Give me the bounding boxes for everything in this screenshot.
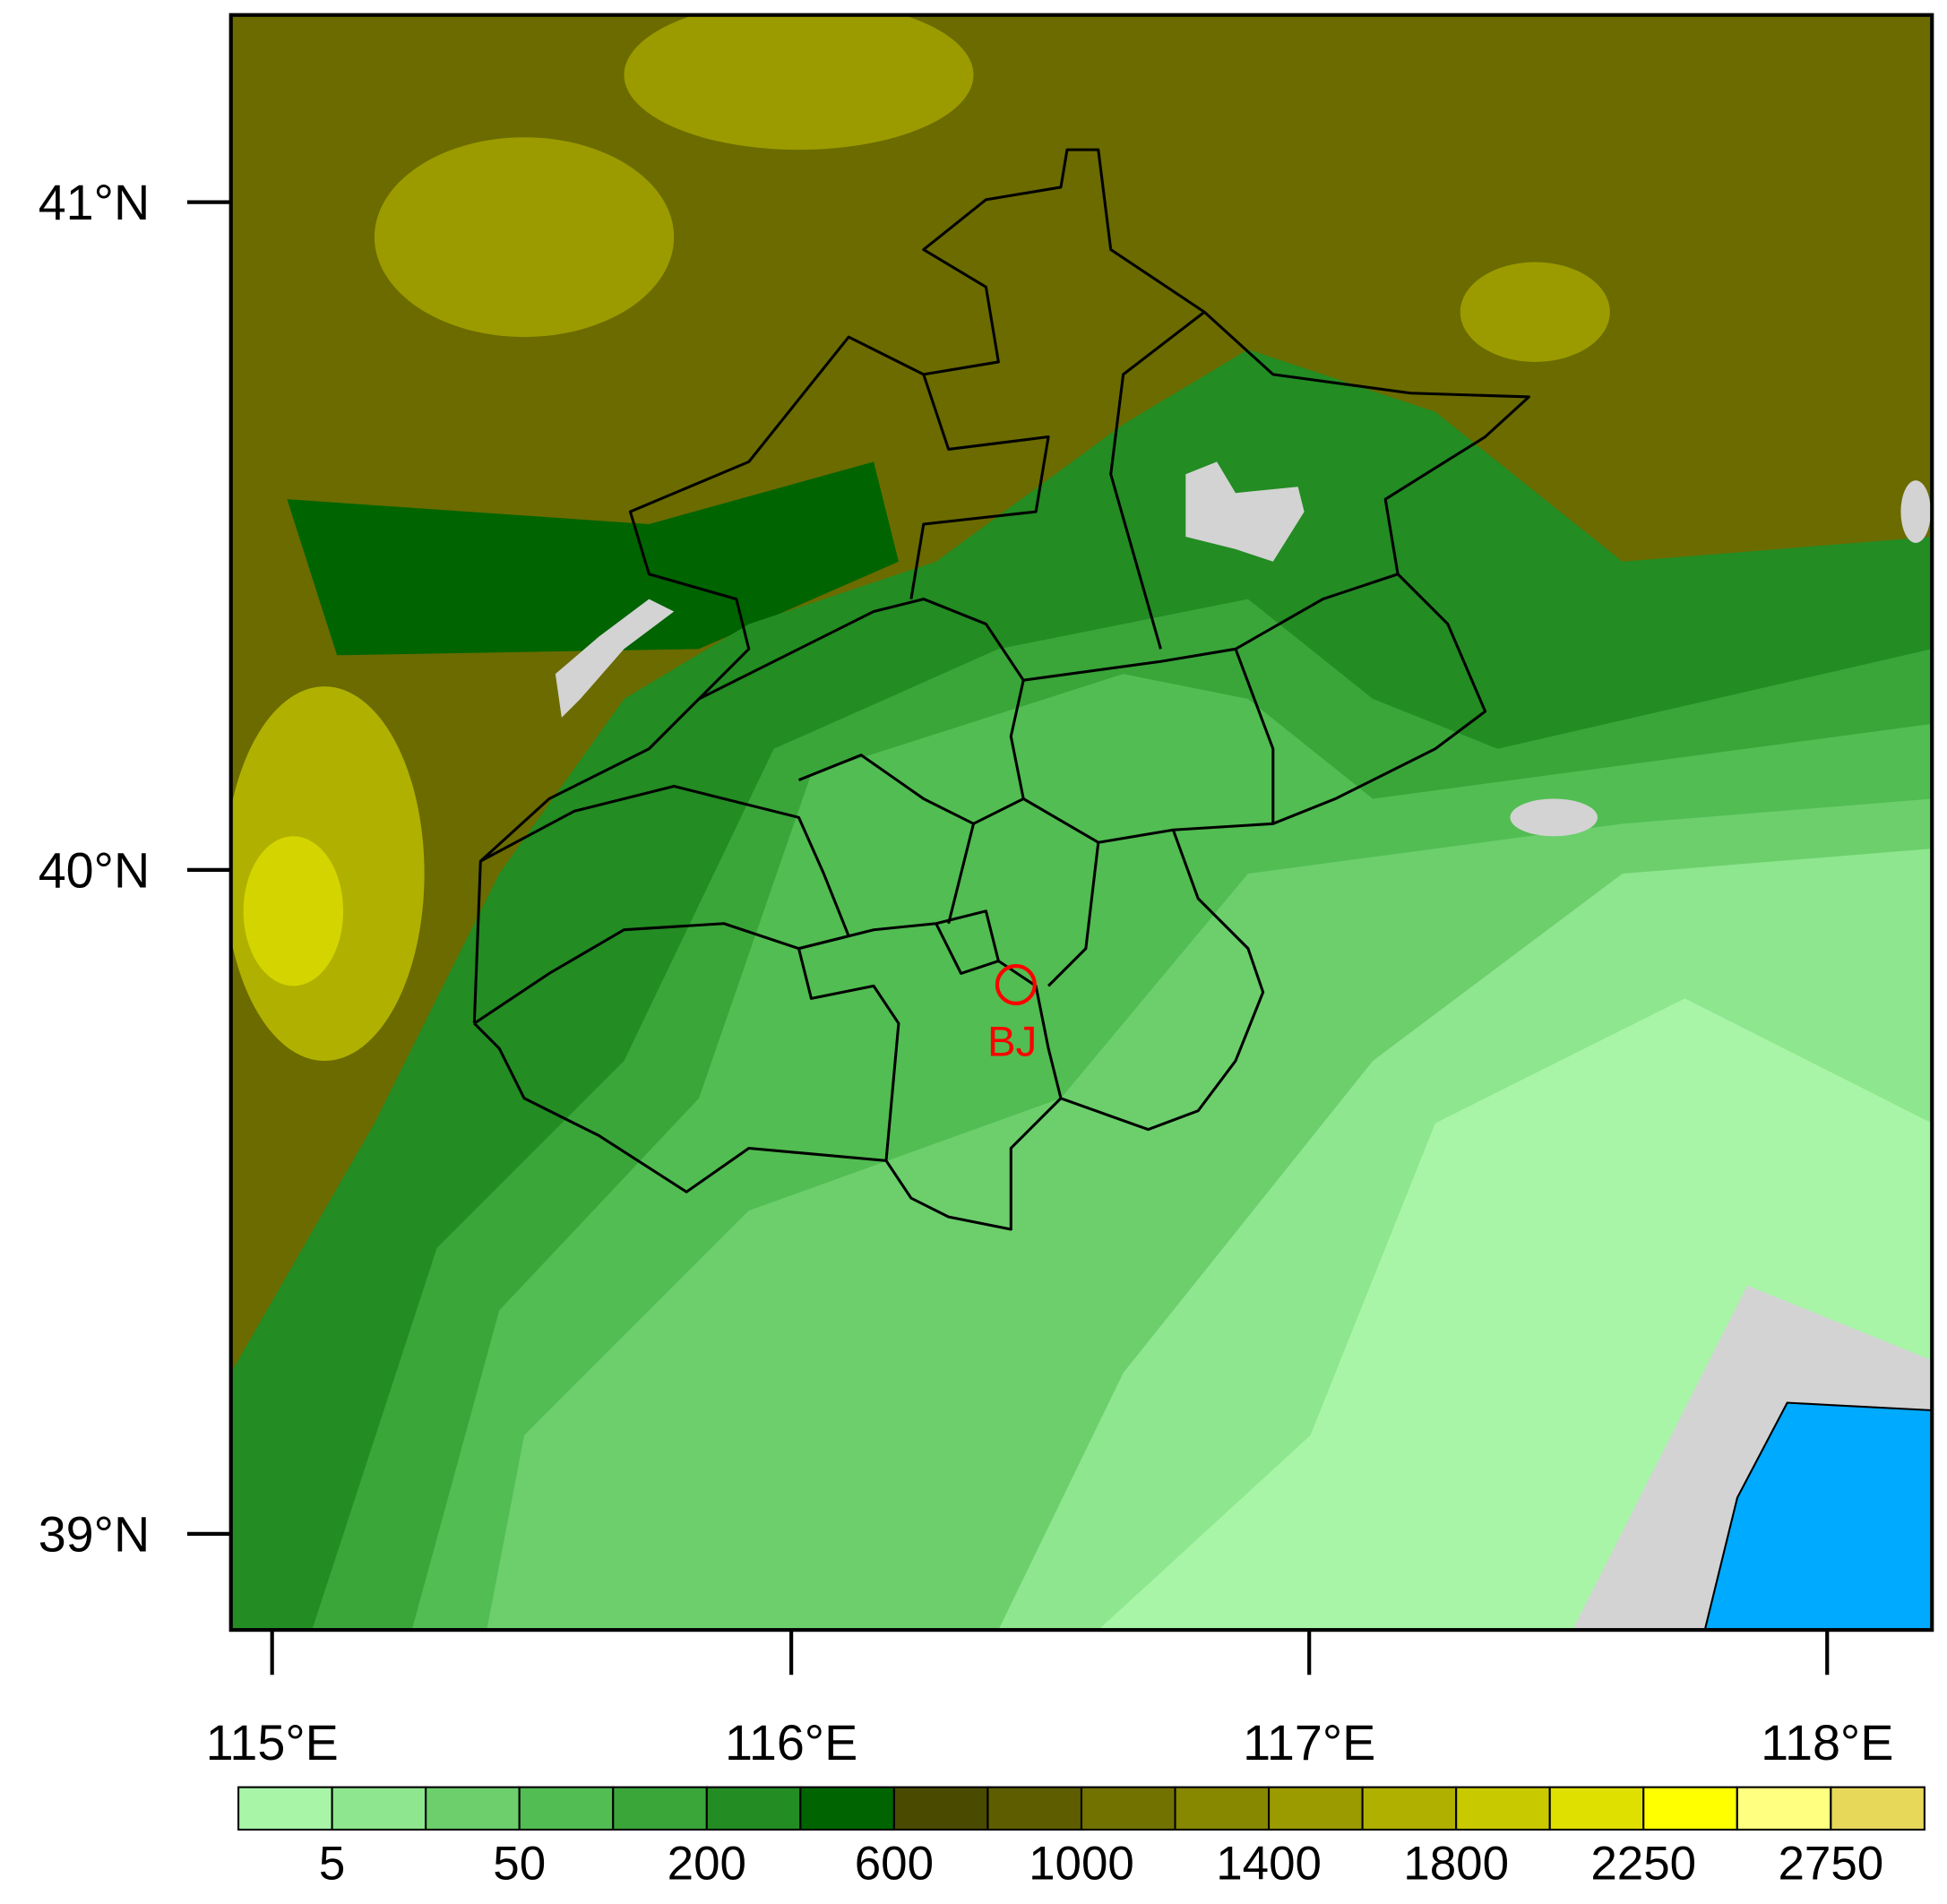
colorbar-box xyxy=(425,1786,521,1831)
colorbar-label: 2750 xyxy=(1778,1838,1883,1891)
colorbar-box xyxy=(1268,1786,1364,1831)
lat-tick-label: 39°N xyxy=(39,1506,150,1562)
terrain-peak xyxy=(243,836,344,986)
district-line xyxy=(698,598,1025,799)
lon-tick-label: 118°E xyxy=(1761,1715,1893,1770)
colorbar-box xyxy=(237,1786,333,1831)
terrain-high xyxy=(1460,262,1610,362)
colorbar-box xyxy=(892,1786,989,1831)
colorbar-box xyxy=(1080,1786,1176,1831)
colorbar: 5 50 200 600 1000 1400 1800 2250 2750 xyxy=(237,1786,1925,1891)
lat-tick-label: 40°N xyxy=(39,842,150,898)
colorbar-label: 1800 xyxy=(1403,1838,1509,1891)
terrain-valley xyxy=(287,461,899,656)
colorbar-label: 200 xyxy=(668,1838,746,1891)
district-line xyxy=(798,909,1063,1099)
district-line xyxy=(797,754,1024,825)
district-line xyxy=(947,823,975,925)
district-boundaries xyxy=(472,148,1530,1231)
station-label: BJ xyxy=(987,1018,1037,1065)
colorbar-label: 50 xyxy=(493,1838,546,1891)
lat-tick-label: 41°N xyxy=(39,175,150,230)
colorbar-box xyxy=(1642,1786,1738,1831)
terrain-high xyxy=(374,137,675,338)
colorbar-box xyxy=(1361,1786,1458,1831)
colorbar-label: 5 xyxy=(319,1838,345,1891)
terrain xyxy=(230,14,1933,1631)
colorbar-box xyxy=(1174,1786,1271,1831)
colorbar-label: 600 xyxy=(855,1838,934,1891)
district-line xyxy=(909,374,1050,599)
terrain-low xyxy=(555,599,675,718)
lon-tick-label: 117°E xyxy=(1243,1715,1375,1770)
colorbar-label: 1400 xyxy=(1216,1838,1322,1891)
sea xyxy=(1703,1401,1933,1631)
colorbar-box xyxy=(612,1786,708,1831)
station-marker xyxy=(995,964,1037,1005)
district-line xyxy=(1109,311,1206,650)
terrain-low xyxy=(1510,798,1598,837)
terrain-low xyxy=(1185,461,1305,562)
lon-tick-label: 116°E xyxy=(725,1715,857,1770)
outer-boundary xyxy=(472,148,1530,1231)
colorbar-label: 1000 xyxy=(1029,1838,1134,1891)
map-frame xyxy=(228,13,1934,1633)
axis-ticks: 41°N 40°N 39°N 115°E 116°E 117°E 118°E xyxy=(39,175,1894,1770)
district-line xyxy=(797,948,900,1161)
terrain-high xyxy=(624,14,974,151)
colorbar-box xyxy=(1455,1786,1551,1831)
colorbar-box xyxy=(331,1786,427,1831)
district-line xyxy=(1047,842,1100,987)
lon-tick-label: 115°E xyxy=(206,1715,339,1770)
colorbar-box xyxy=(1548,1786,1645,1831)
colorbar-box xyxy=(799,1786,895,1831)
district-line xyxy=(935,923,999,975)
district-line xyxy=(1234,648,1275,824)
colorbar-box xyxy=(986,1786,1083,1831)
terrain-low xyxy=(1900,480,1931,543)
colorbar-label: 2250 xyxy=(1590,1838,1696,1891)
colorbar-box xyxy=(1830,1786,1925,1831)
colorbar-box xyxy=(1736,1786,1832,1831)
colorbar-box xyxy=(518,1786,615,1831)
colorbar-box xyxy=(705,1786,802,1831)
